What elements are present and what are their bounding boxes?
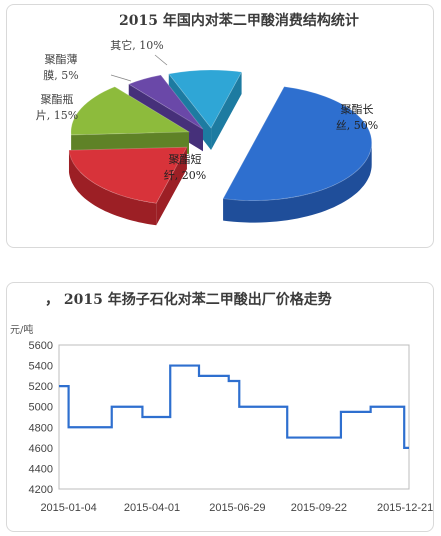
pie-slice-label: 片, 15% bbox=[36, 109, 78, 122]
pie-slice bbox=[68, 146, 188, 226]
pie-slice-label: 聚酯短 bbox=[169, 152, 202, 166]
pie-slice-side bbox=[69, 150, 157, 226]
y-tick-label: 4800 bbox=[29, 422, 53, 434]
pie-slice-top bbox=[68, 146, 188, 204]
pie-slice-wall bbox=[211, 71, 242, 151]
pie-slice-top bbox=[168, 69, 243, 129]
y-axis-unit-label: 元/吨 bbox=[10, 325, 34, 336]
pie-slice-top bbox=[127, 74, 204, 130]
line-chart-title: ， 2015 年扬子石化对苯二甲酸出厂价格走势 bbox=[45, 289, 332, 309]
pie-slice-top bbox=[70, 86, 191, 136]
y-tick-label: 5000 bbox=[29, 402, 53, 414]
y-tick-label: 4600 bbox=[29, 443, 53, 455]
line-chart: 4200 4400 4600 4800 5000 5200 5400 5600 2015-01-… bbox=[29, 340, 434, 514]
x-tick-label: 2015-04-01 bbox=[124, 502, 180, 514]
x-tick-label: 2015-06-29 bbox=[209, 502, 265, 514]
pie-chart-title: 2015 年国内对苯二甲酸消费结构统计 bbox=[119, 13, 359, 29]
line-chart-title-prefix: ， bbox=[45, 292, 59, 308]
price-series-line bbox=[59, 364, 409, 449]
pie-chart-panel: 2015 年国内对苯二甲酸消费结构统计 聚酯长 丝, 50% 聚酯短 纤, 20% 聚酯… bbox=[6, 4, 434, 248]
y-tick-label: 4200 bbox=[29, 484, 53, 496]
pie-slice-label: 其它, 10% bbox=[110, 38, 163, 52]
pie-slice bbox=[222, 86, 372, 223]
pie-leader-line bbox=[154, 54, 168, 66]
pie-slice-side bbox=[223, 142, 372, 223]
pie-slice-label: 聚酯长 bbox=[341, 103, 374, 116]
pie-slice-label: 丝, 50% bbox=[336, 119, 378, 132]
x-tick-label: 2015-09-22 bbox=[291, 502, 347, 514]
line-chart-panel: ， 2015 年扬子石化对苯二甲酸出厂价格走势 元/吨 4200 4400 4600… bbox=[6, 282, 434, 532]
pie-slice-label: 膜, 5% bbox=[43, 69, 78, 82]
line-chart-title-text: 2015 年扬子石化对苯二甲酸出厂价格走势 bbox=[63, 292, 332, 308]
y-tick-label: 5400 bbox=[29, 361, 53, 373]
y-tick-label: 5600 bbox=[29, 340, 53, 352]
pie-slice-label: 纤, 20% bbox=[164, 169, 206, 182]
x-tick-label: 2015-01-04 bbox=[40, 502, 96, 514]
plot-area-border bbox=[58, 344, 410, 490]
pie-leader-line bbox=[110, 74, 132, 82]
pie-slice-top bbox=[222, 86, 372, 201]
x-tick-label: 2015-12-21 bbox=[377, 502, 433, 514]
pie-slice-label: 聚酯瓶 bbox=[41, 92, 74, 106]
y-tick-label: 5200 bbox=[29, 381, 53, 393]
y-tick-label: 4400 bbox=[29, 463, 53, 475]
pie-slice-label: 聚酯薄 bbox=[45, 52, 78, 66]
